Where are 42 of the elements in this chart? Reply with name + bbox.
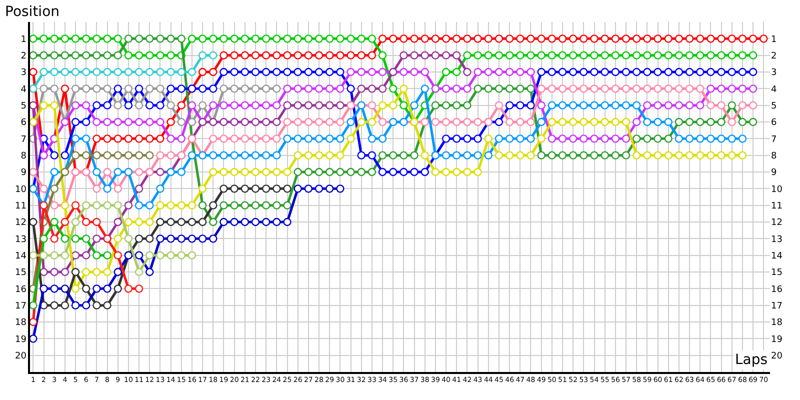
y2-tick-label: 10 <box>771 184 783 195</box>
y-tick-label: 5 <box>20 101 26 112</box>
y-tick-label: 16 <box>14 284 27 295</box>
y2-tick-label: 4 <box>771 84 777 95</box>
y-tick-label: 9 <box>20 168 27 178</box>
y2-tick-label: 7 <box>771 134 777 145</box>
x-axis-title: Laps <box>735 352 768 368</box>
y2-tick-label: 16 <box>771 284 783 295</box>
y2-tick-label: 5 <box>771 101 777 112</box>
y2-tick-label: 19 <box>771 334 783 345</box>
y2-tick-label: 1 <box>771 34 777 45</box>
y-tick-label: 19 <box>14 334 27 345</box>
y-tick-label: 6 <box>20 118 27 128</box>
y2-tick-label: 3 <box>771 68 777 78</box>
y2-tick-label: 13 <box>771 234 782 245</box>
y-tick-label: 8 <box>20 151 27 162</box>
y2-tick-label: 14 <box>771 251 783 262</box>
y-tick-label: 7 <box>20 134 26 145</box>
y-tick-label: 1 <box>20 34 26 45</box>
y-tick-label: 20 <box>14 351 27 362</box>
y-axis-title: Position <box>5 4 60 20</box>
y-tick-label: 12 <box>14 218 26 228</box>
y-tick-label: 15 <box>14 268 26 278</box>
y2-tick-label: 12 <box>771 218 782 228</box>
y-tick-label: 11 <box>14 201 26 212</box>
y2-tick-label: 8 <box>771 151 777 162</box>
y2-tick-label: 17 <box>771 301 782 312</box>
y-tick-label: 14 <box>14 251 27 262</box>
y-tick-label: 10 <box>14 184 27 195</box>
y2-tick-label: 20 <box>771 351 783 362</box>
y2-tick-label: 9 <box>771 168 777 178</box>
y2-tick-label: 18 <box>771 318 783 328</box>
y2-tick-label: 15 <box>771 268 782 278</box>
y-tick-label: 2 <box>20 51 26 62</box>
y-tick-label: 3 <box>20 68 26 78</box>
y2-tick-label: 11 <box>771 201 782 212</box>
y-tick-label: 18 <box>14 318 27 328</box>
y2-tick-label: 6 <box>771 118 777 128</box>
y-tick-label: 13 <box>14 234 26 245</box>
y-tick-label: 17 <box>14 301 26 312</box>
y2-tick-label: 2 <box>771 51 777 62</box>
y-tick-label: 4 <box>20 84 27 95</box>
